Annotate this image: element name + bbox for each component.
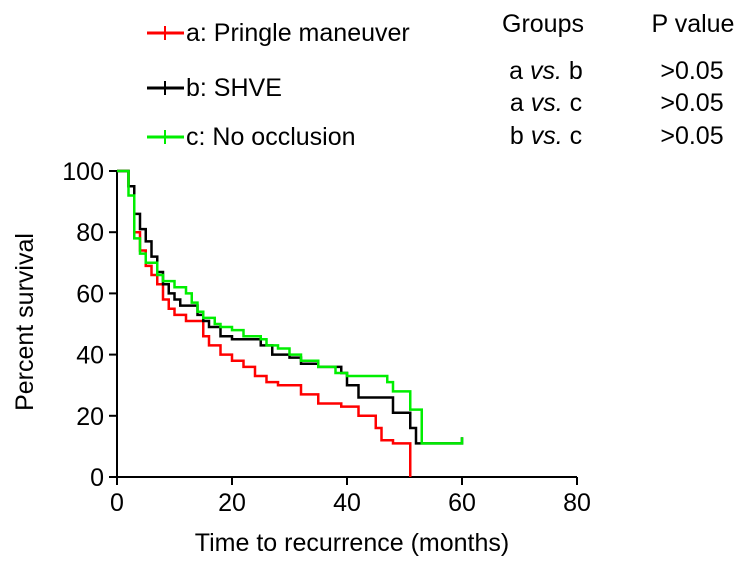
table-row-2-c: c bbox=[570, 89, 583, 117]
legend-label-a: a: Pringle maneuver bbox=[186, 19, 410, 47]
x-tick-label-3: 60 bbox=[448, 489, 476, 517]
series-line-a bbox=[117, 169, 412, 477]
y-tick-label-0: 0 bbox=[90, 464, 104, 492]
table-row-1-groups: a vs. b bbox=[509, 57, 583, 85]
x-tick-label-0: 0 bbox=[110, 489, 124, 517]
table-row-2-a: a bbox=[510, 89, 524, 117]
x-tick-label-1: 20 bbox=[218, 489, 246, 517]
x-tick-label-4: 80 bbox=[563, 489, 591, 517]
table-row-3-groups: b vs. c bbox=[510, 122, 582, 150]
y-tick-label-3: 60 bbox=[76, 280, 104, 308]
y-axis-label: Percent survival bbox=[11, 233, 39, 411]
y-tick-label-2: 40 bbox=[76, 342, 104, 370]
x-axis-label: Time to recurrence (months) bbox=[195, 529, 509, 557]
table-header-groups: Groups bbox=[502, 10, 584, 38]
p-value-table: Groups P value a vs. b >0.05 a vs. c >0.… bbox=[502, 10, 734, 150]
table-row-1-a: a bbox=[509, 57, 523, 85]
table-row-3-p: >0.05 bbox=[660, 122, 723, 150]
table-row-1-vs: vs. bbox=[530, 57, 562, 85]
legend-item-b: b: SHVE bbox=[147, 74, 282, 102]
table-row-1-b: b bbox=[569, 57, 583, 85]
legend-item-a: a: Pringle maneuver bbox=[147, 19, 410, 47]
table-row-3-b: b bbox=[510, 122, 524, 150]
table-header-p-value: P value bbox=[652, 10, 735, 38]
x-tick-label-2: 40 bbox=[333, 489, 361, 517]
table-row-2-p: >0.05 bbox=[660, 89, 723, 117]
axis-ticks: 0 20 40 60 80 0 20 40 60 80 100 bbox=[62, 158, 591, 517]
table-row-2-vs: vs. bbox=[531, 89, 563, 117]
legend-item-c: c: No occlusion bbox=[147, 123, 356, 151]
table-row-1-p: >0.05 bbox=[660, 57, 723, 85]
y-tick-label-5: 100 bbox=[62, 158, 104, 186]
series-layer bbox=[117, 169, 464, 477]
y-tick-label-1: 20 bbox=[76, 403, 104, 431]
series-line-c bbox=[117, 169, 464, 445]
table-row-2-groups: a vs. c bbox=[510, 89, 582, 117]
y-tick-label-4: 80 bbox=[76, 219, 104, 247]
legend-label-c: c: No occlusion bbox=[186, 123, 356, 151]
legend-label-b: b: SHVE bbox=[186, 74, 282, 102]
legend: a: Pringle maneuver b: SHVE c: No occlus… bbox=[147, 19, 410, 151]
table-row-3-vs: vs. bbox=[531, 122, 563, 150]
table-row-3-c: c bbox=[570, 122, 583, 150]
